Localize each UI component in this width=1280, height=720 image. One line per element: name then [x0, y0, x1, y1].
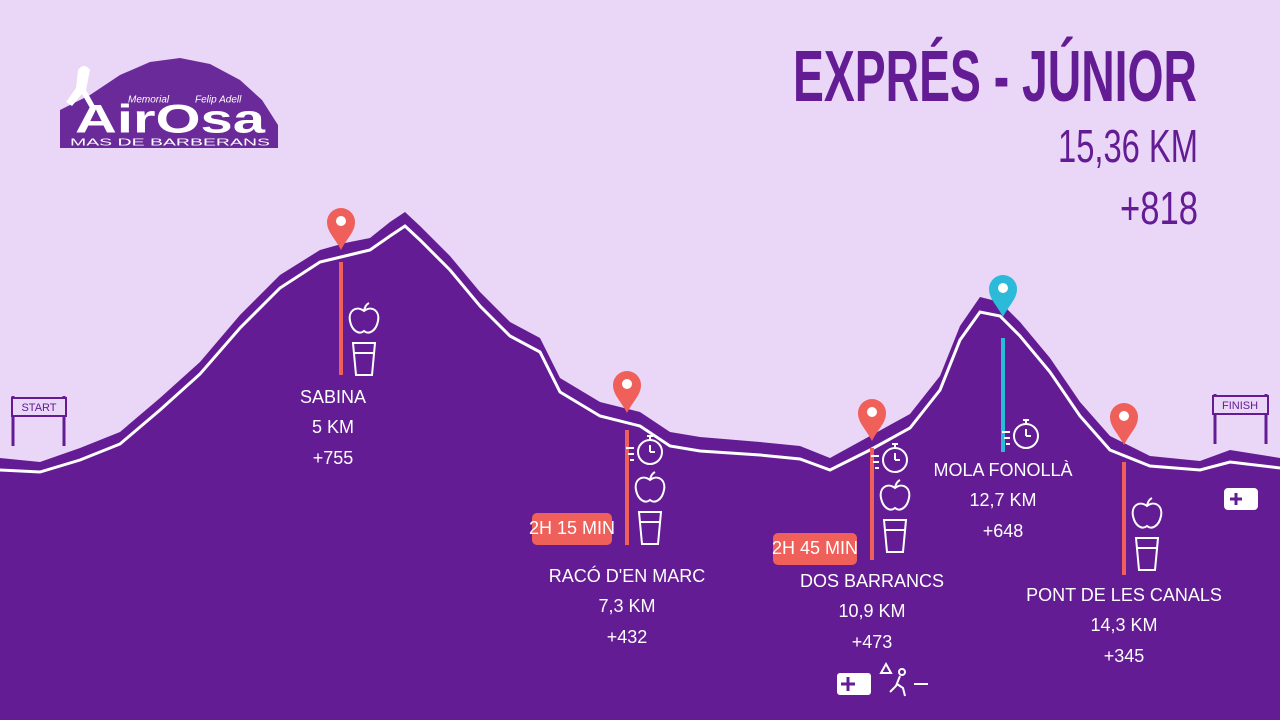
- pin-hole: [867, 407, 877, 417]
- glass-icon: [351, 342, 377, 376]
- watch-hands: [1002, 419, 1031, 445]
- logo-main: AirOsa: [75, 98, 266, 142]
- ambulance-icon: [1224, 488, 1258, 510]
- map-pin: [1110, 403, 1138, 445]
- cutoff-badge: [773, 533, 857, 565]
- start-label: START: [21, 402, 56, 414]
- checkpoint-elevation: +345: [1104, 646, 1145, 666]
- checkpoint-elevation: +648: [983, 521, 1024, 541]
- checkpoint-name: RACÓ D'EN MARC: [549, 565, 705, 586]
- start-gate: START: [11, 396, 67, 446]
- apple-shape: [348, 302, 380, 334]
- glass-shape: [351, 342, 377, 376]
- glass-icon: [637, 511, 663, 545]
- glass-shape: [637, 511, 663, 545]
- checkpoint-name: MOLA FONOLLÀ: [933, 460, 1072, 480]
- checkpoint-distance: 5 KM: [312, 417, 354, 437]
- checkpoint-elevation: +473: [852, 632, 893, 652]
- cutoff-badge: [532, 513, 612, 545]
- glass-icon: [882, 519, 908, 553]
- apple-shape: [879, 479, 911, 511]
- map-pin: [327, 208, 355, 250]
- watch-icon: [626, 435, 663, 465]
- pin-shape: [858, 399, 886, 441]
- pin-shape: [327, 208, 355, 250]
- watch-hands: [871, 443, 900, 469]
- pin-hole: [336, 216, 346, 226]
- logo-sub: MAS DE BARBERANS: [70, 138, 271, 149]
- logo: Memorial Felip Adell AirOsa MAS DE BARBE…: [60, 58, 278, 149]
- apple-icon: [1131, 497, 1163, 529]
- glass-icon: [1134, 537, 1160, 571]
- cutoff-time: 2H 45 MIN: [772, 538, 858, 558]
- checkpoint-name: SABINA: [300, 387, 366, 407]
- logo-top-left: Memorial: [128, 95, 170, 106]
- checkpoint-distance: 10,9 KM: [838, 601, 905, 621]
- cutoff-time: 2H 15 MIN: [529, 518, 615, 538]
- checkpoint-distance: 12,7 KM: [969, 490, 1036, 510]
- map-pin: [858, 399, 886, 441]
- pin-shape: [989, 275, 1017, 317]
- elevation-gain: +818: [1120, 182, 1198, 234]
- glass-shape: [1134, 537, 1160, 571]
- apple-icon: [879, 479, 911, 511]
- apple-icon: [348, 302, 380, 334]
- title: EXPRÉS - JÚNIOR: [793, 36, 1197, 117]
- finish-label: FINISH: [1222, 400, 1258, 412]
- trail-line: [0, 224, 1280, 474]
- apple-shape: [634, 471, 666, 503]
- checkpoint-distance: 7,3 KM: [598, 596, 655, 616]
- map-pin: [613, 371, 641, 413]
- pin-hole: [998, 283, 1008, 293]
- checkpoint-name: DOS BARRANCS: [800, 571, 944, 591]
- logo-top-right: Felip Adell: [195, 95, 242, 106]
- pin-hole: [1119, 411, 1129, 421]
- checkpoint-elevation: +432: [607, 627, 648, 647]
- distance: 15,36 KM: [1058, 120, 1198, 172]
- glass-shape: [882, 519, 908, 553]
- finish-gate: FINISH: [1212, 394, 1269, 444]
- checkpoint-elevation: +755: [313, 448, 354, 468]
- apple-icon: [634, 471, 666, 503]
- watch-icon: [1002, 419, 1039, 449]
- watch-icon: [871, 443, 908, 473]
- pin-shape: [613, 371, 641, 413]
- runner-warning-icon: [879, 661, 928, 697]
- apple-shape: [1131, 497, 1163, 529]
- checkpoint-distance: 14,3 KM: [1090, 615, 1157, 635]
- ambulance-icon: [837, 673, 871, 695]
- pin-shape: [1110, 403, 1138, 445]
- pin-hole: [622, 379, 632, 389]
- map-pin: [989, 275, 1017, 317]
- checkpoint-name: PONT DE LES CANALS: [1026, 585, 1222, 605]
- watch-hands: [626, 435, 655, 461]
